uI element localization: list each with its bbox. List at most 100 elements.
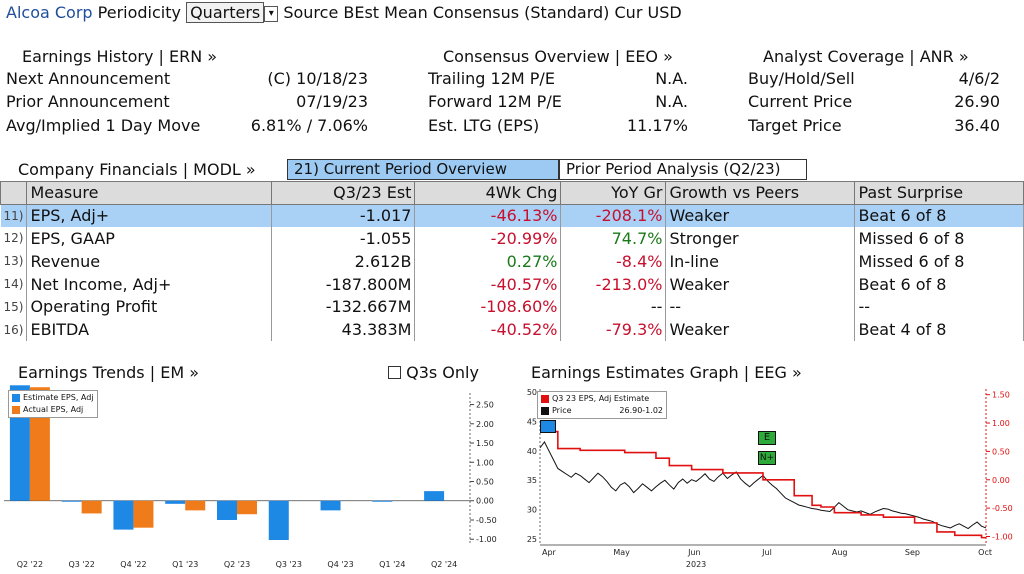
checkbox[interactable] [388,366,401,379]
x-tick-label: Q2 '22 [17,560,43,569]
row-measure[interactable]: Revenue [26,249,273,273]
eh-value-move: 6.81% / 7.06% [250,116,368,135]
row-chg: -40.52% [414,318,562,342]
bar [81,500,102,514]
row-chg: -46.13% [414,204,562,228]
header-index [0,181,28,205]
row-index: 13) [0,249,28,273]
event-marker-e[interactable]: E [758,431,776,445]
x-tick-label: May [613,548,630,557]
header-surprise[interactable]: Past Surprise [854,181,1024,205]
ac-value-target: 36.40 [954,116,1000,135]
x-tick-label: Q2 '24 [431,560,457,569]
header-chg[interactable]: 4Wk Chg [414,181,562,205]
row-peers: In-line [665,249,856,273]
header-est[interactable]: Q3/23 Est [271,181,416,205]
right-tick-label: -1.00 [992,532,1013,541]
header-measure[interactable]: Measure [26,181,273,205]
table-row[interactable]: 16) EBITDA 43.383M -40.52% -79.3% Weaker… [0,318,1024,342]
row-surprise: Beat 6 of 8 [854,272,1024,296]
table-row[interactable]: 14) Net Income, Adj+ -187.800M -40.57% -… [0,272,1024,296]
legend-swatch [12,405,20,414]
x-tick-label: Apr [542,548,557,557]
table-row[interactable]: 12) EPS, GAAP -1.055 -20.99% 74.7% Stron… [0,227,1024,250]
table-row[interactable]: 15) Operating Profit -132.667M -108.60% … [0,295,1024,319]
row-est: -1.055 [271,227,416,250]
table-row[interactable]: 11) EPS, Adj+ -1.017 -46.13% -208.1% Wea… [0,204,1024,228]
right-tick-label: 0.00 [992,476,1010,485]
row-peers: Stronger [665,227,856,250]
company-financials-title[interactable]: Company Financials | MODL » [18,160,256,179]
row-measure[interactable]: Operating Profit [26,295,273,319]
table-row[interactable]: 13) Revenue 2.612B 0.27% -8.4% In-line M… [0,249,1024,273]
co-value-trailing: N.A. [655,69,688,88]
q3s-only-toggle[interactable]: Q3s Only [388,363,479,382]
y-tick-label: 2.50 [476,401,494,410]
row-measure[interactable]: EBITDA [26,318,273,342]
header-bar: Alcoa Corp Periodicity Quarters ▾ Source … [6,2,682,23]
bar [133,500,154,528]
x-tick-label: Q4 '23 [327,560,353,569]
co-label-ltg: Est. LTG (EPS) [428,116,540,135]
row-surprise: Beat 4 of 8 [854,318,1024,342]
row-peers: Weaker [665,272,856,296]
header-yoy[interactable]: YoY Gr [560,181,667,205]
event-marker-n[interactable]: N+ [758,451,776,465]
co-value-ltg: 11.17% [626,116,688,135]
bar [237,500,257,515]
left-tick-label: 25 [527,535,537,544]
row-est: 43.383M [271,318,416,342]
right-tick-label: -0.50 [992,504,1013,513]
ticker-name[interactable]: Alcoa Corp [6,3,93,22]
x-tick-label: Q2 '23 [224,560,250,569]
row-yoy: -79.3% [560,318,667,342]
row-surprise: -- [854,295,1024,319]
ac-label-bhs: Buy/Hold/Sell [748,69,855,88]
row-est: 2.612B [271,249,416,273]
row-measure[interactable]: EPS, Adj+ [26,204,273,228]
row-peers: -- [665,295,856,319]
left-tick-label: 30 [527,506,537,515]
eh-value-prior: 07/19/23 [296,92,368,111]
y-tick-label: 1.00 [476,458,494,467]
row-yoy: -- [560,295,667,319]
legend-item-estimate: Q3 23 EPS, Adj Estimate -1.02 [541,393,663,415]
x-tick-label: Jul [761,548,772,557]
event-marker-start[interactable] [540,420,556,433]
row-measure[interactable]: Net Income, Adj+ [26,272,273,296]
legend-value: 26.90 [619,406,643,415]
y-tick-label: 0.00 [476,497,494,506]
legend-item-actual: Actual EPS, Adj [12,404,94,416]
legend-label: Actual EPS, Adj [23,405,84,414]
row-surprise: Missed 6 of 8 [854,227,1024,250]
header-peers[interactable]: Growth vs Peers [665,181,856,205]
earnings-estimates-title[interactable]: Earnings Estimates Graph | EEG » [531,363,802,382]
bar [424,491,445,501]
row-measure[interactable]: EPS, GAAP [26,227,273,250]
right-tick-label: 1.00 [992,419,1010,428]
earnings-history-title[interactable]: Earnings History | ERN » [22,47,218,66]
tab-current-period[interactable]: 21) Current Period Overview (Q3/23) [287,159,559,197]
estimate-line [540,430,986,539]
analyst-coverage-title[interactable]: Analyst Coverage | ANR » [763,47,969,66]
row-surprise: Missed 6 of 8 [854,249,1024,273]
earnings-trends-title[interactable]: Earnings Trends | EM » [18,363,199,382]
x-tick-label: Q3 '22 [69,560,95,569]
x-tick-label: Aug [832,548,848,557]
x-tick-label: Q1 '23 [172,560,198,569]
consensus-overview-title[interactable]: Consensus Overview | EEO » [443,47,673,66]
earnings-trends-legend: Estimate EPS, Adj Actual EPS, Adj [8,390,98,418]
y-tick-label: 2.00 [476,420,494,429]
left-tick-label: 40 [527,447,537,456]
eh-label-move: Avg/Implied 1 Day Move [6,116,201,135]
left-tick-label: 45 [527,417,537,426]
x-tick-label: Oct [978,548,992,557]
row-surprise: Beat 6 of 8 [854,204,1024,228]
row-chg: -40.57% [414,272,562,296]
earnings-estimates-chart: 50 45 40 35 30 25 1.50 1.00 0.50 0.00 -0.50 -1.00 Ap… [527,388,1013,569]
tab-prior-period[interactable]: Prior Period Analysis (Q2/23) [559,159,807,180]
left-tick-label: 35 [527,476,537,485]
periodicity-dropdown[interactable]: Quarters [186,2,265,23]
chevron-down-icon[interactable]: ▾ [264,5,279,22]
bar [165,500,186,504]
